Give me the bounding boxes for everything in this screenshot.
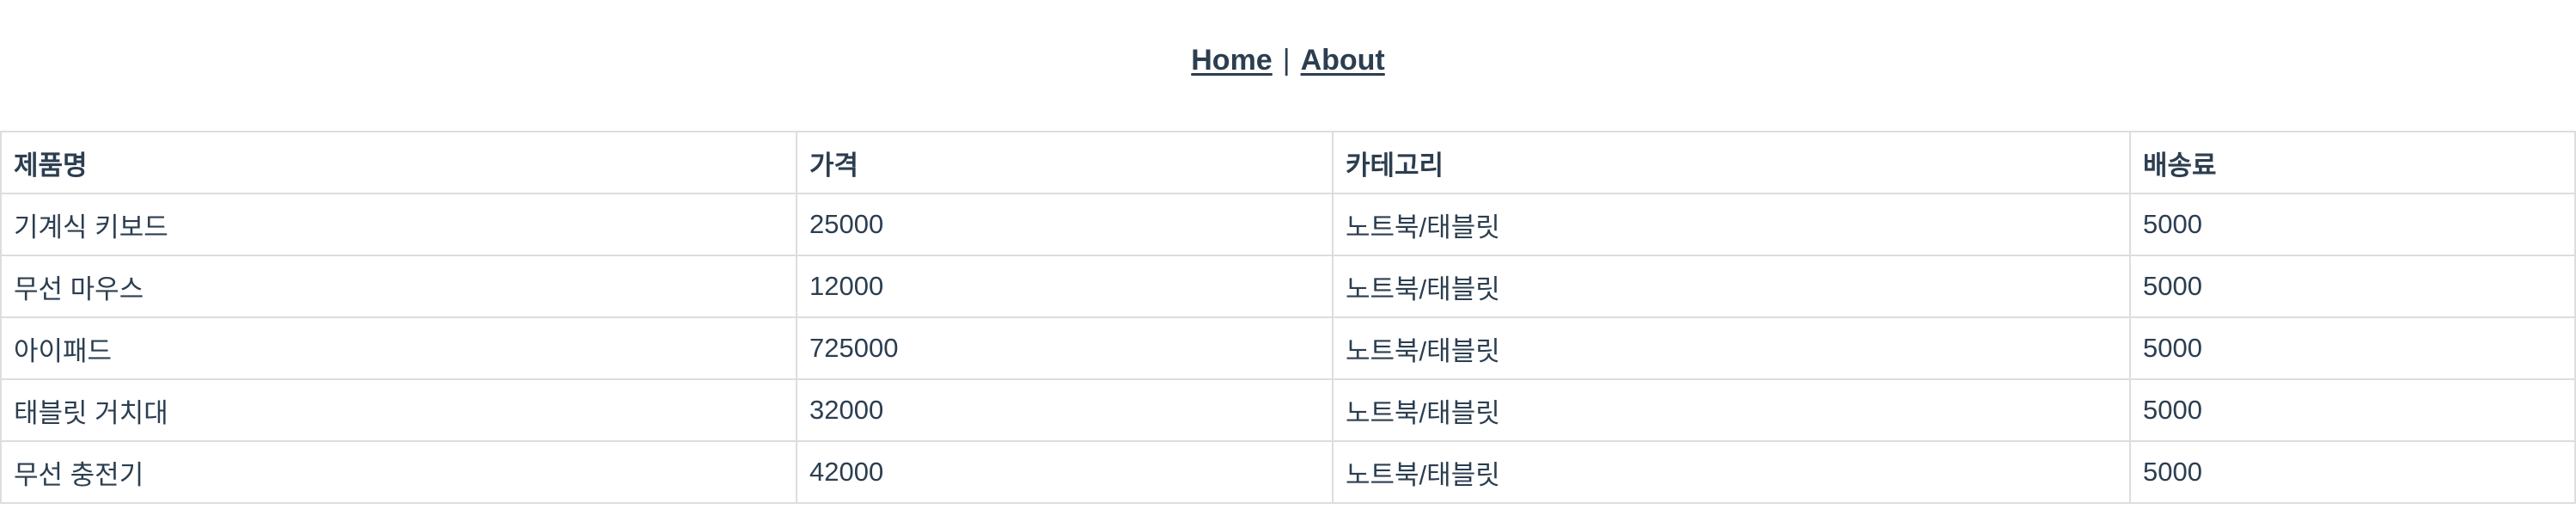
cell-price: 725000 xyxy=(796,316,1334,380)
cell-product-name: 기계식 키보드 xyxy=(0,193,797,256)
header-product-name: 제품명 xyxy=(0,131,797,194)
top-navigation: Home | About xyxy=(0,0,2576,131)
table-header-row: 제품명 가격 카테고리 배송료 xyxy=(0,131,2576,194)
cell-product-name: 무선 충전기 xyxy=(0,440,797,504)
nav-separator: | xyxy=(1282,44,1291,77)
cell-shipping-fee: 5000 xyxy=(2129,316,2576,380)
cell-price: 25000 xyxy=(796,193,1334,256)
cell-category: 노트북/태블릿 xyxy=(1332,193,2131,256)
table-row: 무선 마우스 12000 노트북/태블릿 5000 xyxy=(0,255,2576,318)
table-row: 기계식 키보드 25000 노트북/태블릿 5000 xyxy=(0,193,2576,256)
cell-price: 32000 xyxy=(796,378,1334,442)
table-row: 아이패드 725000 노트북/태블릿 5000 xyxy=(0,316,2576,380)
cell-category: 노트북/태블릿 xyxy=(1332,440,2131,504)
cell-category: 노트북/태블릿 xyxy=(1332,378,2131,442)
cell-category: 노트북/태블릿 xyxy=(1332,316,2131,380)
product-table: 제품명 가격 카테고리 배송료 기계식 키보드 25000 노트북/태블릿 50… xyxy=(0,131,2576,504)
cell-shipping-fee: 5000 xyxy=(2129,378,2576,442)
about-link[interactable]: About xyxy=(1300,44,1385,77)
cell-shipping-fee: 5000 xyxy=(2129,440,2576,504)
cell-shipping-fee: 5000 xyxy=(2129,193,2576,256)
table-row: 무선 충전기 42000 노트북/태블릿 5000 xyxy=(0,440,2576,504)
cell-price: 12000 xyxy=(796,255,1334,318)
header-shipping-fee: 배송료 xyxy=(2129,131,2576,194)
cell-product-name: 무선 마우스 xyxy=(0,255,797,318)
cell-product-name: 아이패드 xyxy=(0,316,797,380)
cell-category: 노트북/태블릿 xyxy=(1332,255,2131,318)
table-row: 태블릿 거치대 32000 노트북/태블릿 5000 xyxy=(0,378,2576,442)
header-category: 카테고리 xyxy=(1332,131,2131,194)
cell-product-name: 태블릿 거치대 xyxy=(0,378,797,442)
cell-shipping-fee: 5000 xyxy=(2129,255,2576,318)
home-link[interactable]: Home xyxy=(1191,44,1273,77)
cell-price: 42000 xyxy=(796,440,1334,504)
header-price: 가격 xyxy=(796,131,1334,194)
